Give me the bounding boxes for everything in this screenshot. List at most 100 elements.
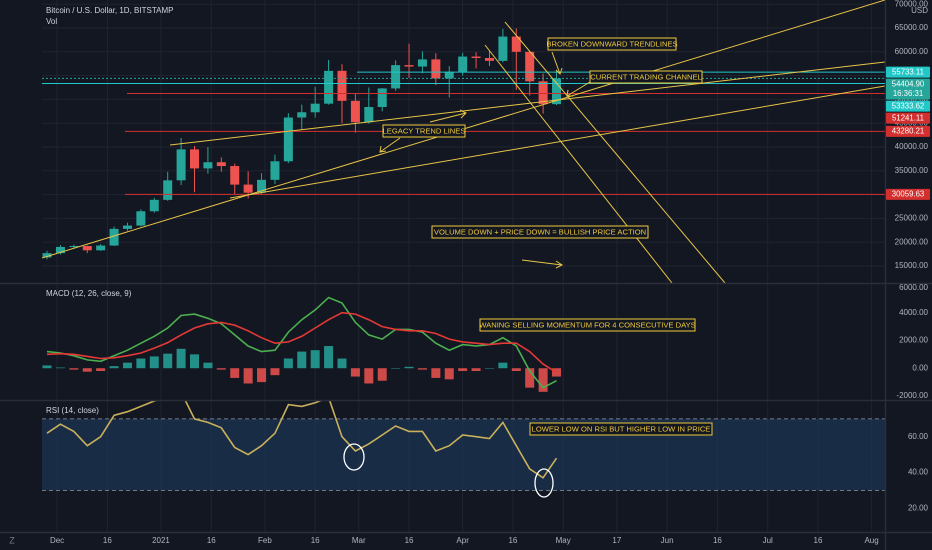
rsi-title: RSI (14, close) xyxy=(46,406,99,415)
annotation: LEGACY TREND LINES xyxy=(383,127,466,136)
histogram-bar xyxy=(163,353,173,369)
candle-body xyxy=(190,149,200,169)
annotation: LOWER LOW ON RSI BUT HIGHER LOW IN PRICE xyxy=(532,425,711,434)
candle-body xyxy=(230,166,240,185)
z-icon[interactable]: Z xyxy=(9,535,15,545)
histogram-bar xyxy=(458,368,468,371)
trend-line xyxy=(484,44,673,283)
histogram-bar xyxy=(391,368,401,369)
histogram-bar xyxy=(257,368,267,383)
histogram-bar xyxy=(552,368,562,377)
y-tick-label: -2000.00 xyxy=(896,391,928,400)
price-level-box xyxy=(886,188,930,200)
series-line xyxy=(46,311,557,374)
histogram-bar xyxy=(69,368,79,370)
x-tick-label: 16 xyxy=(311,536,320,545)
y-tick-label: 15000.00 xyxy=(895,261,929,270)
price-level-label: 30059.63 xyxy=(892,190,925,199)
x-tick-label: 16 xyxy=(207,536,216,545)
x-tick-label: Aug xyxy=(864,536,878,545)
annotations: BROKEN DOWNWARD TRENDLINES CURRENT TRADIN… xyxy=(382,37,713,436)
trend-line xyxy=(504,21,726,283)
x-tick-label: Jul xyxy=(763,536,773,545)
highlight-circle xyxy=(343,443,365,471)
x-tick-label: Dec xyxy=(50,536,64,545)
candle-body xyxy=(109,228,119,246)
histogram-bar xyxy=(82,368,92,372)
candle-body xyxy=(538,81,548,105)
candle-body xyxy=(552,78,562,105)
histogram-bar xyxy=(176,348,186,369)
y-tick-label: 60.00 xyxy=(908,432,929,441)
price-level-label: 43280.21 xyxy=(892,127,925,136)
histogram-bar xyxy=(216,368,226,370)
x-tick-label: 2021 xyxy=(152,536,170,545)
trend-lines xyxy=(42,0,885,283)
price-level-box xyxy=(886,66,930,78)
histogram-bar xyxy=(377,368,387,381)
price-level-label: 54404.90 xyxy=(892,79,925,88)
candle-body xyxy=(122,225,132,229)
macd-pane xyxy=(42,296,562,392)
histogram-bar xyxy=(243,368,253,384)
series-line xyxy=(46,401,558,479)
candle-body xyxy=(417,59,427,67)
histogram-bar xyxy=(55,367,65,369)
symbol-title: Bitcoin / U.S. Dollar, 1D, BITSTAMP xyxy=(46,6,173,15)
candle-body xyxy=(391,65,401,89)
y-tick-label: 6000.00 xyxy=(899,283,928,292)
candle-body xyxy=(149,199,159,212)
x-tick-label: 16 xyxy=(103,536,112,545)
series-line xyxy=(46,296,557,389)
price-level-label: 53333.62 xyxy=(892,101,925,110)
candle-body xyxy=(498,36,508,61)
candle-body xyxy=(176,149,186,181)
axes: Dec 16 2021 16 Feb 16 Mar 16 Apr 16 May 17 Jun 16 Jul 1… xyxy=(50,0,930,545)
rsi-band xyxy=(42,418,885,491)
arrow xyxy=(551,51,563,75)
x-tick-label: 16 xyxy=(814,536,823,545)
histogram-bar xyxy=(364,368,374,384)
histogram-bar xyxy=(270,368,280,376)
annotation-box xyxy=(479,318,696,332)
histogram-bar xyxy=(42,365,52,369)
price-level-box xyxy=(886,125,930,137)
y-tick-label: 2000.00 xyxy=(899,336,928,345)
candle-body xyxy=(163,180,173,200)
histogram-bar xyxy=(350,368,360,377)
candle-body xyxy=(404,65,414,67)
annotation: CURRENT TRADING CHANNEL xyxy=(590,73,702,82)
histogram-bar xyxy=(96,368,106,371)
histogram-bar xyxy=(310,350,320,369)
annotation-box xyxy=(382,124,466,138)
x-tick-label: 16 xyxy=(508,536,517,545)
histogram-bar xyxy=(297,351,307,369)
histogram-bar xyxy=(109,366,119,369)
candle-body xyxy=(82,246,92,251)
countdown: 16:36:31 xyxy=(893,89,923,98)
price-level-label: 55733.11 xyxy=(892,67,924,76)
price-level-label: 51241.11 xyxy=(892,113,924,122)
y-tick-label: 0.00 xyxy=(912,363,928,372)
candle-body xyxy=(55,246,65,254)
candle-body xyxy=(431,59,441,79)
price-level-box xyxy=(886,100,930,112)
x-tick-label: 16 xyxy=(405,536,414,545)
candle-body xyxy=(42,253,52,258)
trend-line xyxy=(229,85,885,199)
candle-body xyxy=(203,162,213,169)
histogram-bar xyxy=(431,368,441,378)
x-tick-label: Jun xyxy=(661,536,674,545)
annotation: BROKEN DOWNWARD TRENDLINES xyxy=(546,40,677,49)
y-tick-label: 20.00 xyxy=(908,503,929,512)
y-tick-label: 40.00 xyxy=(908,468,929,477)
histogram-bar xyxy=(122,362,132,369)
candle-body xyxy=(96,245,106,251)
macd-title: MACD (12, 26, close, 9) xyxy=(46,289,132,298)
histogram-bar xyxy=(337,358,347,369)
histogram-bar xyxy=(203,362,213,369)
arrow xyxy=(566,81,591,97)
histogram-bar xyxy=(417,368,427,370)
candle-body xyxy=(243,184,253,193)
candle-body xyxy=(216,162,226,167)
